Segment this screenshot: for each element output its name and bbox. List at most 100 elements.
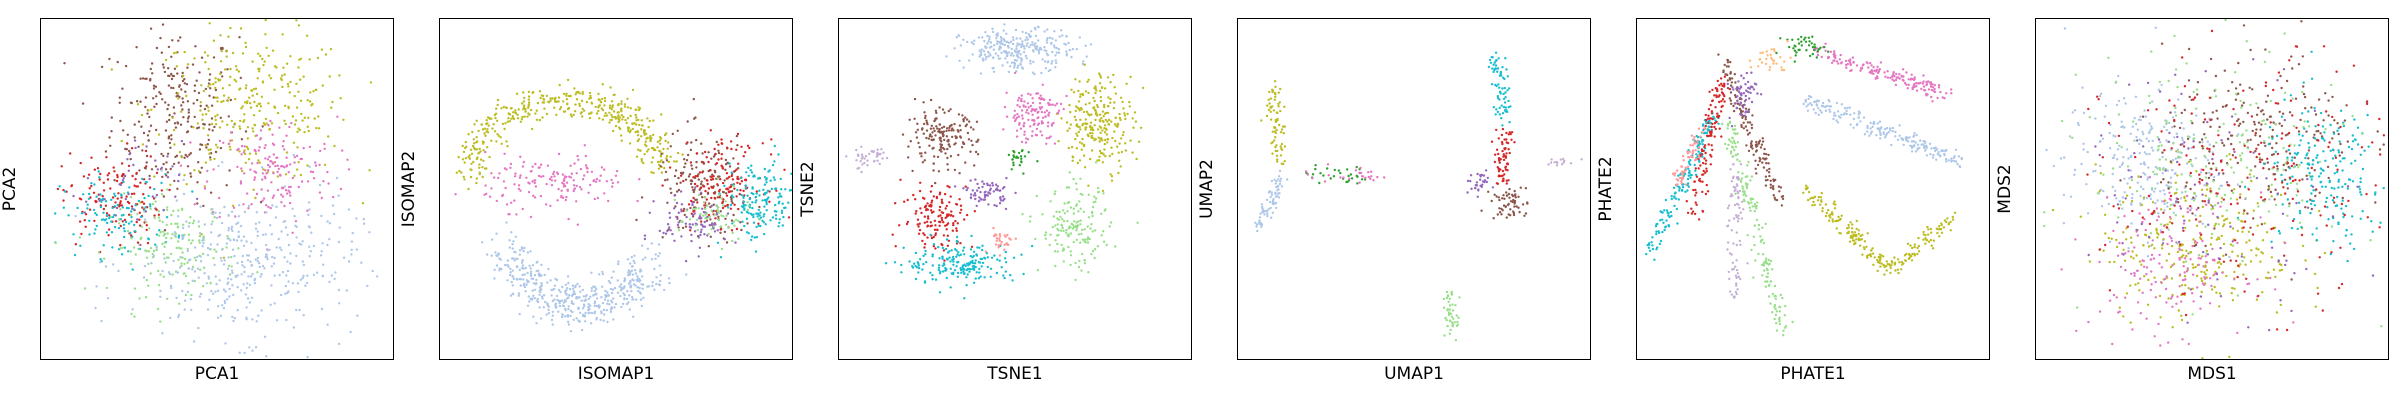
scatter-point — [539, 194, 543, 198]
scatter-point — [272, 172, 275, 175]
scatter-point — [1056, 250, 1059, 253]
scatter-point — [251, 60, 254, 63]
scatter-point — [278, 126, 281, 129]
scatter-point — [226, 235, 229, 238]
scatter-point — [1024, 31, 1028, 35]
scatter-point — [161, 242, 164, 246]
scatter-point — [1000, 199, 1003, 202]
scatter-point — [639, 298, 643, 301]
scatter-point — [565, 92, 568, 96]
scatter-point — [203, 123, 206, 126]
scatter-point — [225, 246, 228, 249]
scatter-point — [773, 144, 776, 148]
scatter-point — [698, 216, 701, 220]
scatter-point — [191, 265, 195, 269]
scatter-point — [567, 94, 571, 98]
scatter-point — [571, 287, 575, 290]
scatter-point — [237, 247, 240, 250]
scatter-point — [1000, 266, 1003, 269]
scatter-point — [1013, 71, 1017, 75]
scatter-point — [1494, 113, 1497, 116]
scatter-point — [894, 202, 897, 205]
scatter-point — [665, 157, 668, 160]
scatter-point — [199, 255, 202, 258]
scatter-point — [116, 175, 119, 179]
scatter-point — [203, 185, 206, 188]
scatter-point — [183, 272, 186, 275]
scatter-point — [164, 129, 168, 132]
scatter-point — [606, 302, 609, 305]
scatter-point — [1502, 76, 1505, 79]
scatter-point — [1002, 199, 1005, 202]
scatter-point — [168, 141, 172, 145]
scatter-point — [1072, 207, 1075, 210]
scatter-point — [706, 182, 709, 186]
scatter-point — [634, 130, 637, 134]
scatter-point — [1020, 66, 1024, 69]
scatter-point — [309, 170, 313, 173]
scatter-point — [556, 199, 559, 202]
scatter-point — [254, 149, 257, 152]
scatter-point — [989, 41, 993, 44]
scatter-point — [235, 222, 238, 226]
scatter-point — [716, 241, 720, 244]
scatter-point — [182, 143, 186, 146]
scatter-point — [295, 308, 298, 312]
scatter-point — [83, 211, 86, 214]
scatter-point — [208, 22, 211, 25]
tsne-series-cluster-green — [1021, 161, 1139, 282]
scatter-point — [1070, 222, 1073, 226]
scatter-point — [932, 138, 935, 141]
scatter-point — [286, 192, 289, 195]
scatter-point — [566, 275, 570, 278]
scatter-point — [746, 201, 749, 204]
scatter-point — [162, 154, 165, 158]
scatter-point — [232, 293, 235, 297]
scatter-point — [1020, 109, 1024, 112]
scatter-point — [918, 152, 922, 155]
scatter-point — [930, 199, 934, 202]
scatter-point — [110, 198, 113, 201]
scatter-point — [469, 148, 473, 151]
scatter-point — [1077, 210, 1080, 213]
scatter-point — [1260, 223, 1264, 226]
scatter-point — [598, 117, 601, 120]
scatter-point — [168, 113, 171, 117]
scatter-point — [582, 295, 585, 298]
scatter-point — [707, 232, 710, 236]
scatter-point — [210, 290, 213, 293]
scatter-point — [270, 265, 273, 268]
scatter-point — [987, 191, 990, 194]
scatter-point — [1114, 116, 1117, 119]
scatter-point — [975, 189, 979, 192]
scatter-point — [144, 210, 148, 213]
scatter-point — [471, 144, 475, 148]
scatter-point — [1112, 107, 1116, 110]
scatter-point — [307, 213, 310, 216]
scatter-point — [705, 198, 708, 201]
scatter-point — [580, 111, 583, 114]
scatter-point — [1003, 105, 1007, 109]
scatter-point — [215, 216, 219, 220]
scatter-point — [557, 96, 561, 99]
scatter-point — [566, 188, 569, 191]
scatter-point — [148, 115, 151, 119]
scatter-point — [488, 117, 492, 120]
scatter-point — [1278, 182, 1282, 186]
scatter-point — [1082, 60, 1085, 63]
scatter-point — [199, 292, 203, 296]
scatter-point — [172, 51, 176, 55]
scatter-point — [988, 189, 992, 192]
scatter-point — [762, 215, 765, 218]
scatter-point — [1099, 96, 1102, 99]
scatter-point — [1275, 144, 1278, 147]
scatter-point — [918, 228, 922, 232]
scatter-point — [123, 192, 126, 195]
scatter-point — [929, 127, 933, 130]
scatter-point — [1106, 120, 1109, 123]
scatter-point — [261, 233, 265, 236]
scatter-point — [676, 190, 679, 193]
scatter-point — [965, 188, 968, 192]
scatter-point — [746, 194, 749, 197]
scatter-point — [737, 207, 740, 211]
